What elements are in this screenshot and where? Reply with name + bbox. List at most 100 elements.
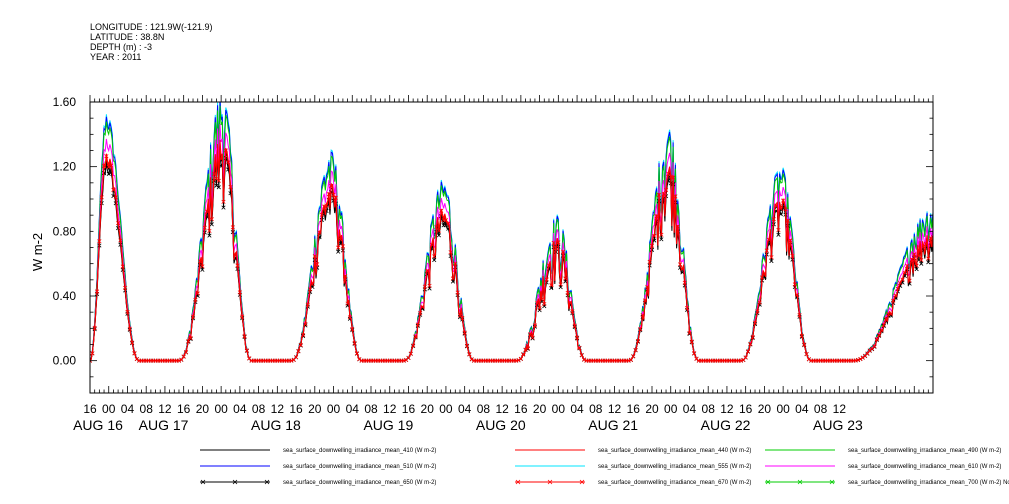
series-marker-7: [743, 355, 748, 360]
series-marker-7: [638, 327, 643, 332]
series-marker-7: [350, 326, 355, 332]
series-marker-7: [769, 255, 774, 260]
series-marker-7: [427, 283, 432, 288]
series-marker-7: [867, 348, 872, 353]
series-marker-7: [462, 330, 467, 335]
series-marker-7: [214, 176, 219, 182]
series-marker-7: [661, 191, 666, 197]
legend-label: sea_surface_downwelling_irradiance_mean_…: [598, 464, 751, 470]
series-marker-7: [902, 270, 907, 275]
series-marker-7: [99, 195, 104, 200]
series-marker-7: [776, 227, 781, 233]
x-tick-label: 12: [271, 402, 285, 416]
series-marker-7: [919, 258, 924, 263]
series-marker-7: [781, 198, 786, 203]
x-tick-label: 00: [664, 402, 678, 416]
series-marker-7: [116, 221, 121, 226]
series-marker-7: [565, 290, 570, 295]
series-marker-6: [111, 193, 116, 199]
series-marker-7: [659, 232, 664, 237]
series-marker-7: [310, 282, 315, 287]
series-marker-7: [790, 253, 795, 258]
x-tick-label: 00: [552, 402, 566, 416]
series-marker-7: [422, 284, 427, 289]
series-marker-6: [207, 233, 212, 238]
series-marker-7: [802, 342, 807, 347]
series-marker-7: [678, 262, 683, 267]
series-marker-7: [197, 259, 203, 264]
series-marker-7: [579, 352, 584, 358]
series-marker-7: [874, 337, 879, 342]
series-marker-7: [179, 357, 184, 362]
x-tick-label: 04: [346, 402, 360, 416]
x-tick-label: 00: [214, 402, 228, 416]
series-marker-7: [865, 351, 870, 356]
series-marker-7: [879, 328, 884, 333]
series-marker-6: [436, 233, 441, 238]
series-marker-6: [530, 336, 535, 341]
x-tick-label: 00: [776, 402, 790, 416]
plot-series: [90, 102, 933, 363]
series-marker-7: [750, 335, 755, 340]
series-marker-7: [108, 163, 114, 168]
legend: sea_surface_downwelling_irradiance_mean_…: [200, 448, 1009, 486]
depth-label: DEPTH (m) : -3: [90, 42, 152, 52]
legend-marker: [829, 479, 835, 485]
series-marker-7: [420, 304, 425, 309]
series-marker-7: [893, 293, 898, 298]
series-marker-7: [928, 236, 933, 241]
series-marker-7: [757, 300, 762, 305]
series-marker-7: [305, 302, 310, 307]
series-marker-7: [916, 254, 922, 259]
series-marker-7: [528, 332, 533, 337]
series-marker-7: [905, 263, 910, 268]
series-marker-7: [855, 357, 861, 363]
series-marker-7: [235, 263, 240, 268]
plot-axes: 16 00 04 08 12 16 20 00 04 08 12 16 20 00 04 08 12 16 20 00…: [53, 95, 934, 433]
x-tick-label: 12: [383, 402, 397, 416]
series-marker-7: [230, 225, 235, 230]
x-tick-label: 20: [308, 402, 322, 416]
series-marker-7: [331, 192, 336, 197]
series-marker-7: [205, 209, 210, 214]
series-marker-7: [774, 203, 779, 208]
x-tick-label: 12: [720, 402, 734, 416]
series-marker-7: [134, 356, 139, 362]
date-label: AUG 17: [139, 417, 189, 433]
x-tick-label: 20: [533, 402, 547, 416]
series-marker-7: [745, 349, 751, 354]
date-label: AUG 19: [363, 417, 413, 433]
longitude-label: LONGITUDE : 121.9W(-121.9): [90, 22, 213, 32]
legend-label: sea_surface_downwelling_irradiance_mean_…: [283, 464, 436, 470]
series-marker-7: [649, 243, 655, 248]
series-marker-7: [413, 334, 418, 339]
legend-marker: [547, 479, 553, 485]
series-marker-7: [233, 252, 238, 257]
series-marker-7: [406, 355, 411, 360]
series-marker-7: [324, 203, 329, 208]
series-marker-7: [654, 214, 659, 219]
series-marker-7: [183, 350, 189, 355]
series-marker-7: [888, 311, 893, 316]
series-line-2: [90, 105, 933, 362]
x-tick-label: 08: [589, 402, 603, 416]
series-marker-7: [521, 352, 526, 357]
series-marker-7: [90, 351, 95, 356]
series-marker-6: [221, 205, 226, 210]
legend-marker: [579, 479, 585, 485]
x-tick-label: 16: [627, 402, 641, 416]
series-marker-7: [891, 298, 896, 303]
series-marker-7: [343, 274, 348, 279]
series-marker-7: [668, 174, 673, 179]
series-marker-7: [930, 235, 933, 240]
series-marker-6: [432, 257, 437, 263]
series-marker-7: [216, 178, 221, 183]
series-marker-7: [120, 264, 125, 269]
series-marker-7: [806, 357, 811, 362]
series-marker-7: [92, 325, 97, 331]
series-marker-7: [530, 335, 535, 340]
legend-marker: [765, 479, 771, 485]
series-marker-7: [884, 316, 889, 321]
series-marker-7: [223, 148, 228, 153]
series-marker-7: [628, 357, 634, 362]
